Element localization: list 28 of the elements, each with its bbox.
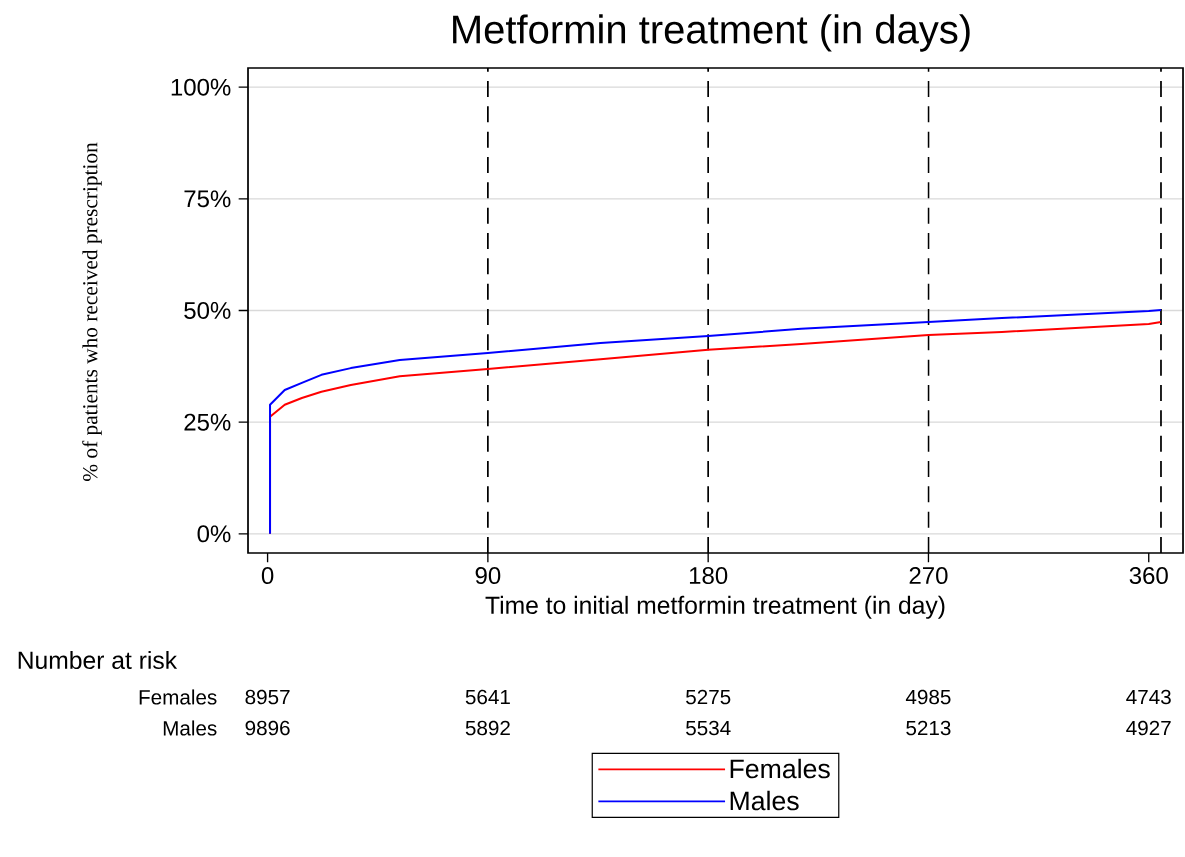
x-tick-label: 0 bbox=[261, 567, 274, 585]
text: Number at risk bbox=[18, 650, 178, 670]
x-tick-label: 180 bbox=[689, 567, 728, 585]
text: 4985 bbox=[905, 689, 951, 705]
x-tick-label: 90 bbox=[475, 567, 501, 585]
text: 5892 bbox=[465, 720, 510, 736]
y-tick-label: 0% bbox=[197, 525, 231, 543]
y-tick-label: 100% bbox=[171, 78, 231, 96]
text: 5275 bbox=[686, 689, 731, 705]
text: 5534 bbox=[686, 720, 731, 736]
y-tick-label: 50% bbox=[184, 301, 231, 319]
x-tick-label: 360 bbox=[1129, 567, 1168, 585]
text: 5213 bbox=[906, 720, 951, 736]
text: 4927 bbox=[1126, 720, 1171, 736]
text: 4743 bbox=[1126, 689, 1171, 705]
legend-label: Males bbox=[730, 790, 799, 811]
legend-label: Females bbox=[730, 758, 830, 779]
text: Males bbox=[163, 720, 217, 736]
text: 8957 bbox=[245, 689, 290, 705]
chart-title: Metformin treatment (in days) bbox=[453, 14, 970, 52]
text: 9896 bbox=[245, 720, 290, 736]
y-tick-label: 75% bbox=[184, 190, 231, 208]
y-axis-title: % of patients who received prescription bbox=[82, 142, 102, 481]
x-tick-label: 270 bbox=[909, 567, 948, 585]
y-tick-label: 25% bbox=[184, 413, 231, 431]
text: Females bbox=[139, 689, 217, 705]
text: 5641 bbox=[465, 689, 510, 705]
x-axis-title: Time to initial metformin treatment (in day) bbox=[485, 595, 945, 619]
